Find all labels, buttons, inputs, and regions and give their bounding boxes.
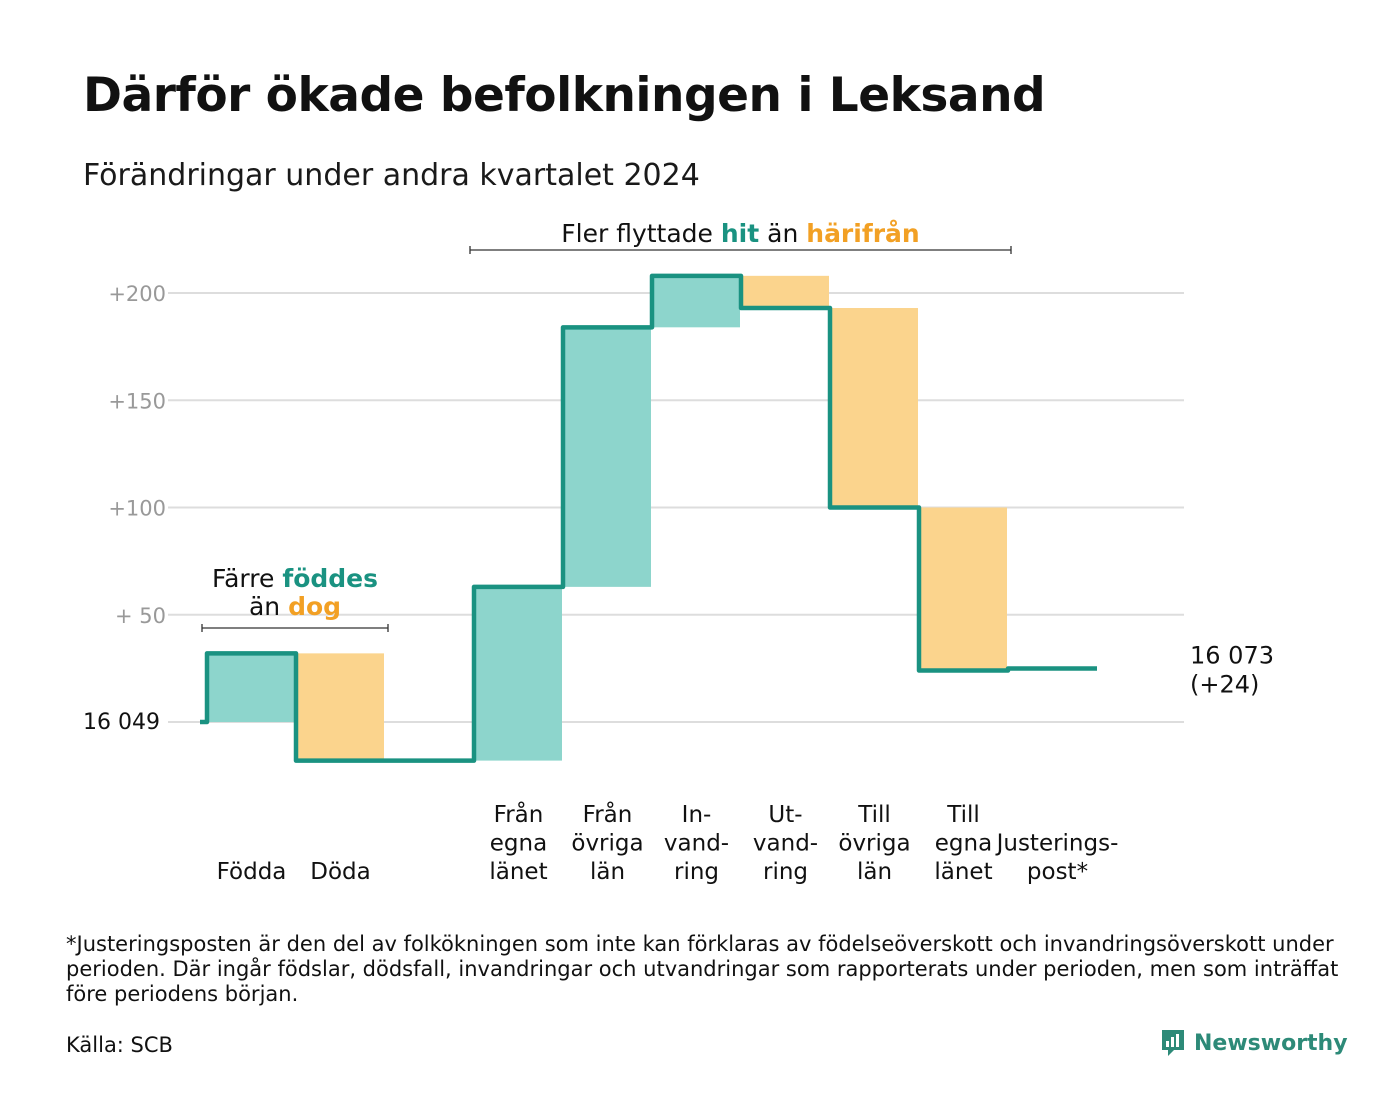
y-tick-label: +150: [108, 389, 166, 413]
bar: [474, 586, 562, 761]
chart-subtitle: Förändringar under andra kvartalet 2024: [83, 158, 700, 193]
bar: [919, 507, 1007, 671]
category-label: post*: [1027, 859, 1088, 885]
category-label: Justerings-: [995, 831, 1119, 857]
bar: [296, 653, 384, 761]
bar: [207, 653, 295, 722]
y-tick-label: + 50: [115, 604, 166, 628]
migration-annotation-text: Fler flyttade hit än härifrån: [561, 219, 919, 248]
category-label: Från: [494, 800, 544, 828]
natural-annotation-text-out: dog: [288, 592, 341, 621]
natural-annotation-text: Färre föddes: [212, 564, 378, 593]
y-tick-label: +100: [108, 497, 166, 521]
category-label: länet: [489, 859, 547, 885]
brand-name: Newsworthy: [1194, 1030, 1348, 1056]
category-label: länet: [934, 859, 992, 885]
category-label: egna: [935, 831, 992, 857]
category-label: vand-: [664, 831, 729, 857]
category-label: län: [857, 859, 892, 885]
category-label: vand-: [753, 831, 818, 857]
category-label: Döda: [310, 859, 370, 885]
step-line: [200, 273, 1097, 763]
category-label: egna: [490, 831, 547, 857]
category-label: Till: [857, 802, 891, 828]
migration-annotation-text-out: härifrån: [806, 219, 919, 248]
newsworthy-icon: [1162, 1030, 1184, 1056]
category-label: övriga: [838, 831, 910, 857]
cumulative-step-line: [200, 273, 1097, 763]
source-note: Källa: SCB: [66, 1033, 173, 1057]
migration-annotation-text-prefix: Fler flyttade: [561, 219, 721, 248]
natural-annotation-text-prefix: Färre: [212, 564, 282, 593]
category-label: ring: [763, 859, 808, 885]
migration-annotation-text-middle: än: [759, 219, 806, 248]
end-value-label: 16 073: [1190, 642, 1274, 670]
natural-annotation-text-in: föddes: [282, 564, 378, 593]
bar: [741, 275, 829, 309]
brand-logo: Newsworthy: [1160, 1028, 1348, 1058]
footnote: *Justeringsposten är den del av folkökni…: [66, 932, 1339, 1006]
category-label: In-: [682, 802, 712, 828]
category-label: Till: [946, 802, 980, 828]
natural-annotation-text-middle: än: [249, 592, 288, 621]
category-label: län: [590, 859, 625, 885]
category-label: Ut-: [768, 802, 802, 828]
end-change-label: (+24): [1190, 671, 1259, 699]
category-label: ring: [674, 859, 719, 885]
bar: [830, 308, 918, 508]
bars: [207, 275, 1007, 761]
natural-annotation-text-line2: än dog: [249, 592, 341, 621]
chart-title: Därför ökade befolkningen i Leksand: [83, 68, 1046, 123]
bar: [563, 327, 651, 587]
category-label: Från: [583, 800, 633, 828]
category-label: övriga: [571, 831, 643, 857]
y-tick-label: +200: [108, 282, 166, 306]
migration-annotation-text-in: hit: [721, 219, 759, 248]
start-value-label: 16 049: [83, 710, 160, 735]
bar: [652, 275, 740, 328]
category-label: Födda: [217, 859, 287, 885]
